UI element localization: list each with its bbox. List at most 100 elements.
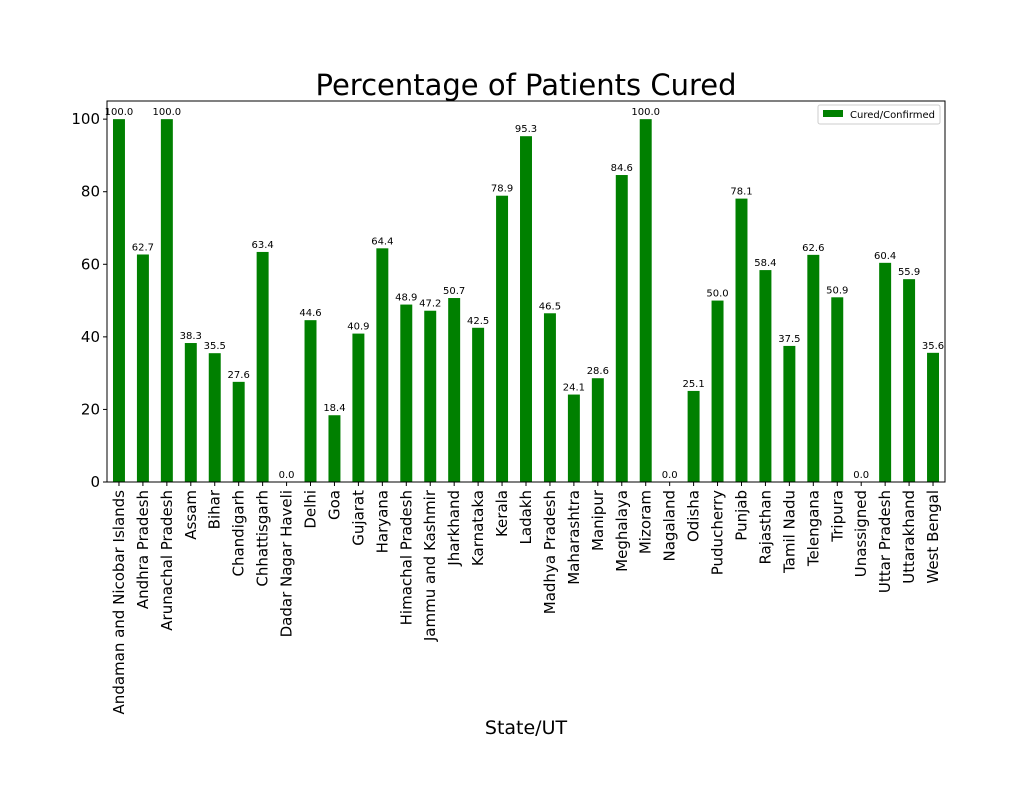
x-tick-label: Goa	[325, 490, 343, 520]
x-axis: Andaman and Nicobar Islands Andhra Prades…	[110, 482, 942, 714]
x-tick-label: Rajasthan	[756, 490, 774, 565]
legend: Cured/Confirmed	[817, 104, 941, 125]
x-tick-label: Mizoram	[637, 490, 655, 554]
x-tick-label: Himachal Pradesh	[397, 490, 415, 625]
bar-value-label: 95.3	[515, 124, 537, 135]
bar	[615, 175, 628, 482]
chart-title: Percentage of Patients Cured	[316, 68, 737, 102]
x-tick-label: Punjab	[732, 490, 750, 541]
bar-value-label: 35.5	[204, 341, 226, 352]
bar-value-label: 78.1	[730, 187, 752, 198]
bar-value-label: 50.7	[443, 286, 465, 297]
bar-value-label: 48.9	[395, 293, 417, 304]
x-tick-label: Jharkhand	[445, 490, 463, 567]
x-tick-label: Andaman and Nicobar Islands	[110, 490, 128, 715]
bar	[567, 394, 580, 482]
x-tick-label: Andhra Pradesh	[134, 490, 152, 609]
x-tick-label: Tamil Nadu	[780, 490, 798, 574]
bar	[232, 381, 245, 482]
x-tick-label: West Bengal	[924, 490, 942, 584]
x-tick-label: Unassigned	[852, 490, 870, 577]
x-tick-label: Arunachal Pradesh	[158, 490, 176, 631]
bar-value-label: 58.4	[754, 258, 776, 269]
x-tick-label: Chhattisgarh	[254, 490, 272, 587]
legend-label: Cured/Confirmed	[850, 110, 935, 121]
bar-value-label: 0.0	[279, 470, 295, 481]
x-tick-label: Karnataka	[469, 490, 487, 566]
x-tick-label: Manipur	[589, 489, 607, 551]
x-tick-label: Nagaland	[661, 490, 679, 562]
x-tick-label: Tripura	[828, 490, 846, 543]
bar	[687, 390, 700, 482]
y-tick-label: 60	[81, 255, 100, 273]
bar-value-label: 64.4	[371, 236, 393, 247]
bar	[400, 304, 413, 482]
x-tick-label: Puducherry	[709, 490, 727, 575]
bar-value-label: 18.4	[323, 403, 345, 414]
bar-value-label: 47.2	[419, 299, 441, 310]
bar-value-label: 100.0	[153, 107, 182, 118]
bar	[304, 320, 317, 482]
bar	[424, 310, 437, 482]
bar	[591, 378, 604, 482]
plot-frame	[106, 100, 946, 483]
y-tick-label: 40	[81, 328, 100, 346]
bar-labels-group: 100.0 62.7 100.0 38.335.5 27.6 63.4 0.0 44.6 18.…	[105, 107, 945, 481]
y-tick-label: 80	[81, 183, 100, 201]
bar-value-label: 100.0	[105, 107, 134, 118]
bar	[711, 300, 724, 482]
bars-group	[112, 119, 940, 483]
bar-value-label: 38.3	[180, 331, 202, 342]
bar	[472, 327, 485, 482]
y-axis: 0 20 40 60 80 100	[71, 110, 107, 491]
bar	[160, 119, 173, 483]
x-tick-label: Telengana	[804, 490, 822, 567]
bar	[783, 345, 796, 482]
bar-value-label: 24.1	[563, 383, 585, 394]
bar-value-label: 84.6	[611, 163, 633, 174]
bar	[759, 270, 772, 482]
bar-value-label: 37.5	[778, 334, 800, 345]
y-tick-label: 0	[90, 473, 100, 491]
bar-value-label: 25.1	[682, 379, 704, 390]
bar-value-label: 35.6	[922, 341, 944, 352]
bar-value-label: 28.6	[587, 366, 609, 377]
bar-value-label: 46.5	[539, 301, 561, 312]
bar-value-label: 0.0	[662, 470, 678, 481]
bar	[184, 343, 197, 482]
x-tick-label: Kerala	[493, 490, 511, 537]
x-tick-label: Madhya Pradesh	[541, 490, 559, 614]
bar-value-label: 0.0	[853, 470, 869, 481]
x-tick-label: Bihar	[206, 489, 224, 529]
bar-value-label: 55.9	[898, 267, 920, 278]
y-tick-label: 20	[81, 400, 100, 418]
x-tick-label: Assam	[182, 490, 200, 540]
bar	[903, 279, 916, 482]
bar	[807, 254, 820, 482]
bar-value-label: 62.6	[802, 243, 824, 254]
bar-value-label: 60.4	[874, 251, 896, 262]
bar	[376, 248, 389, 482]
x-tick-label: Odisha	[685, 490, 703, 542]
x-tick-label: Haryana	[373, 490, 391, 553]
bar-value-label: 63.4	[251, 240, 273, 251]
bar-value-label: 42.5	[467, 316, 489, 327]
bar-value-label: 78.9	[491, 184, 513, 195]
x-axis-label: State/UT	[485, 717, 568, 739]
bar	[112, 119, 125, 483]
bar	[352, 333, 365, 482]
x-tick-label: Chandigarh	[230, 490, 248, 577]
bar	[879, 262, 892, 482]
bar-value-label: 40.9	[347, 322, 369, 333]
bar	[328, 415, 341, 482]
x-tick-label: Maharashtra	[565, 490, 583, 585]
x-tick-label: Gujarat	[349, 490, 367, 546]
bar	[136, 254, 149, 482]
x-tick-label: Uttarakhand	[900, 490, 918, 584]
bar	[520, 136, 532, 482]
y-tick-label: 100	[71, 110, 100, 128]
bar-value-label: 50.0	[706, 289, 728, 300]
legend-box	[817, 104, 941, 125]
bar	[256, 251, 269, 482]
